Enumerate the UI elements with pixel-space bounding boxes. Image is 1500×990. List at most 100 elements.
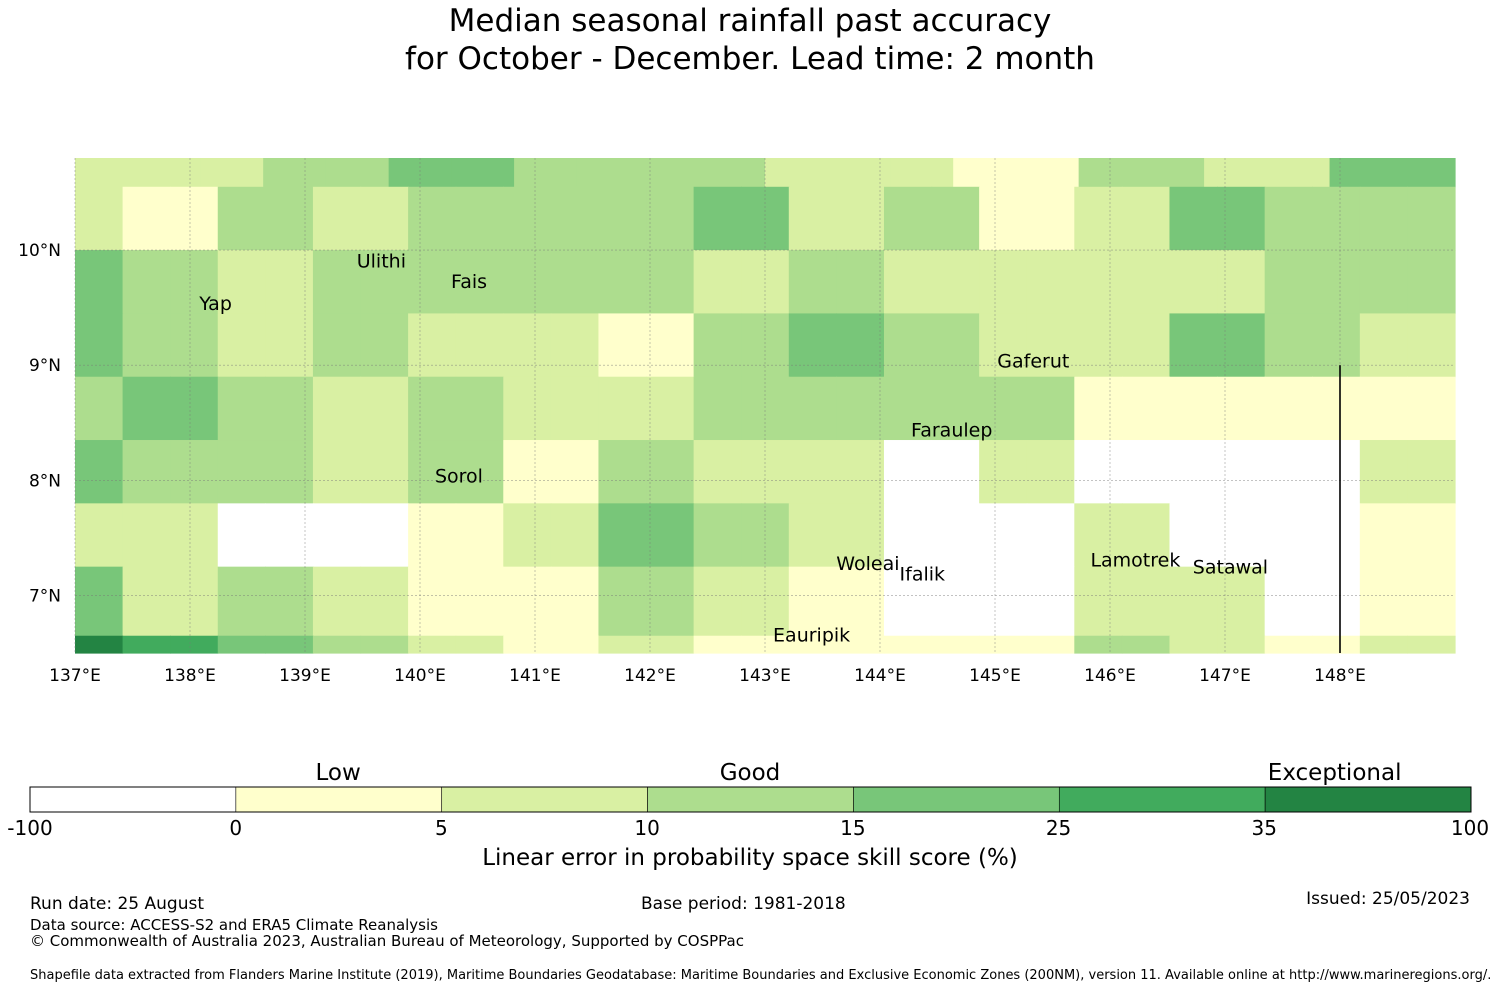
grid-cell <box>1074 186 1123 251</box>
grid-cell <box>646 250 695 314</box>
grid-cell <box>360 313 409 378</box>
grid-cell <box>1359 376 1409 441</box>
grid-cell <box>550 250 600 314</box>
place-label: Ulithi <box>357 250 406 272</box>
grid-cell <box>1026 635 1075 654</box>
grid-cell <box>741 635 790 654</box>
grid-cell <box>408 566 457 637</box>
place-label: Faraulep <box>911 420 992 442</box>
lon-tick-label: 148°E <box>1314 666 1366 686</box>
grid-cell <box>1121 503 1171 568</box>
grid-cell <box>1026 376 1075 441</box>
grid-cell <box>827 158 892 188</box>
grid-cell <box>646 635 695 654</box>
grid-cell <box>836 566 885 637</box>
grid-cell <box>598 566 647 637</box>
grid-cell <box>788 503 837 568</box>
grid-cell <box>312 376 362 441</box>
grid-cell <box>931 186 980 251</box>
grid-cell <box>788 635 837 654</box>
place-label: Gaferut <box>997 351 1069 373</box>
lat-tick-label: 9°N <box>29 356 61 376</box>
grid-cell <box>953 158 1017 188</box>
grid-cell <box>836 313 885 378</box>
colorbar-tick-label: 0 <box>229 816 243 840</box>
colorbar-tick-label: 100 <box>1450 816 1490 840</box>
grid-cell <box>1359 250 1409 314</box>
lon-tick-label: 143°E <box>739 666 791 686</box>
grid-cell <box>702 158 766 188</box>
grid-cell <box>1312 503 1361 568</box>
grid-cell <box>408 440 457 504</box>
place-label: Sorol <box>435 466 483 488</box>
grid-cell <box>360 250 409 314</box>
grid-cell <box>1169 635 1218 654</box>
place-label: Satawal <box>1193 557 1268 579</box>
title-line-1: Median seasonal rainfall past accuracy <box>448 3 1052 39</box>
grid-cell <box>312 250 362 314</box>
grid-cell <box>1015 158 1080 188</box>
grid-cell <box>979 635 1028 654</box>
grid-cell <box>836 503 885 568</box>
grid-cell <box>598 635 647 654</box>
grid-cell <box>646 313 695 378</box>
grid-cell <box>388 158 452 188</box>
colorbar-bin <box>1264 786 1472 813</box>
grid-cell <box>883 376 933 441</box>
grid-cell <box>1078 158 1142 188</box>
grid-cell <box>788 440 837 504</box>
grid-cell <box>979 313 1028 378</box>
grid-cell <box>1359 566 1409 637</box>
grid-cell <box>788 250 837 314</box>
grid-cell <box>693 376 742 441</box>
grid-cell <box>1121 376 1171 441</box>
grid-cell <box>455 503 504 568</box>
grid-cell <box>646 566 695 637</box>
grid-cell <box>503 635 552 654</box>
colorbar-tick-label: 5 <box>435 816 448 840</box>
grid-cell <box>514 158 578 188</box>
grid-cell <box>550 313 600 378</box>
colorbar-title: Linear error in probability space skill … <box>482 845 1018 871</box>
grid-cell <box>1359 440 1409 504</box>
grid-cell <box>455 635 504 654</box>
grid-cell <box>1169 313 1218 378</box>
grid-cell <box>1264 376 1313 441</box>
grid-cell <box>1312 186 1361 251</box>
grid-cell <box>503 503 552 568</box>
grid-cell <box>883 503 933 568</box>
grid-cell <box>217 186 266 251</box>
grid-cell <box>836 186 885 251</box>
colorbar-bin <box>647 786 854 813</box>
grid-cell <box>1312 440 1361 504</box>
grid-cell <box>931 376 980 441</box>
grid-cell <box>360 186 409 251</box>
grid-cell <box>137 158 202 188</box>
grid-cell <box>1074 376 1123 441</box>
grid-cell <box>122 186 171 251</box>
lon-tick-label: 145°E <box>969 666 1021 686</box>
grid-cell <box>1121 566 1171 637</box>
grid-cell <box>836 440 885 504</box>
grid-cell <box>170 503 219 568</box>
grid-cell <box>550 440 600 504</box>
grid-cell <box>170 440 219 504</box>
grid-cell <box>503 440 552 504</box>
grid-cell <box>1217 440 1266 504</box>
grid-cell <box>931 503 980 568</box>
grid-cell <box>451 158 515 188</box>
grid-cell <box>312 313 362 378</box>
grid-cell <box>75 440 124 504</box>
grid-cell <box>890 158 954 188</box>
grid-cell <box>408 250 457 314</box>
grid-cell <box>312 440 362 504</box>
grid-cell <box>408 635 457 654</box>
grid-cell <box>360 503 409 568</box>
grid-cell <box>1026 250 1075 314</box>
place-label: Woleai <box>836 553 899 575</box>
grid-cell <box>1407 440 1456 504</box>
grid-cell <box>200 158 264 188</box>
lon-tick-label: 137°E <box>49 666 101 686</box>
grid-cell <box>503 250 552 314</box>
grid-cell <box>408 376 457 441</box>
